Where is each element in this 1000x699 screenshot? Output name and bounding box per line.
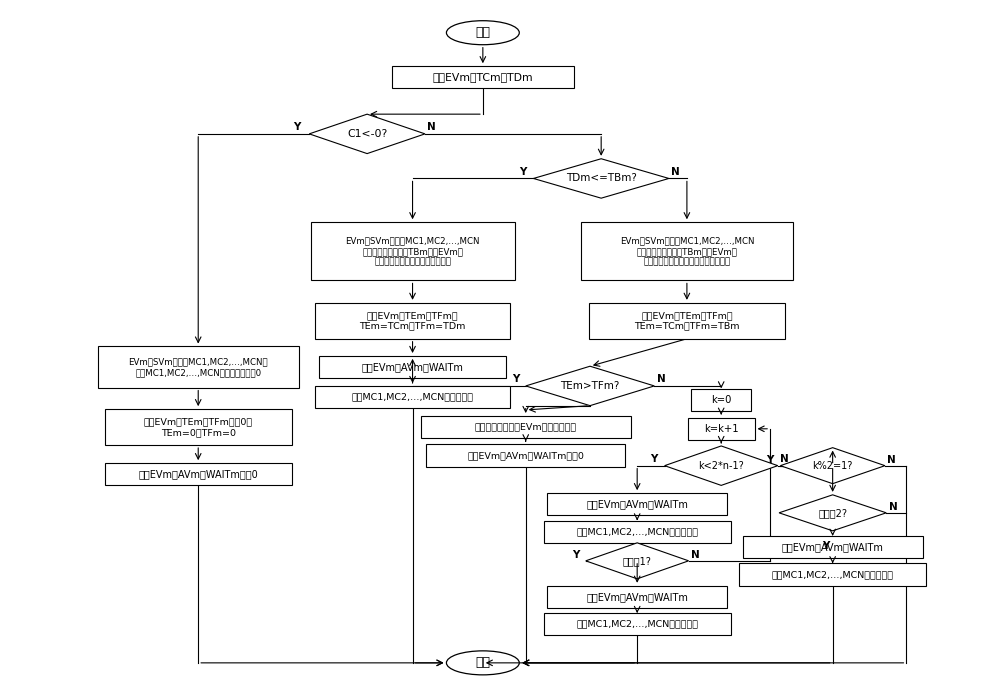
FancyBboxPatch shape xyxy=(392,66,574,89)
Text: 计算EVm的AVm和WAITm: 计算EVm的AVm和WAITm xyxy=(362,362,463,372)
Text: 计算EVm的TEm和TFm：
TEm=TCm；TFm=TBm: 计算EVm的TEm和TFm： TEm=TCm；TFm=TBm xyxy=(634,311,740,331)
Text: 计算EVm的AVm和WAITm: 计算EVm的AVm和WAITm xyxy=(782,542,884,552)
Text: N: N xyxy=(691,550,700,560)
FancyBboxPatch shape xyxy=(581,222,793,280)
FancyBboxPatch shape xyxy=(544,521,731,543)
Text: 设置EVm的AVm和WAITm均为0: 设置EVm的AVm和WAITm均为0 xyxy=(467,451,584,460)
Polygon shape xyxy=(309,114,425,154)
FancyBboxPatch shape xyxy=(105,409,292,445)
Polygon shape xyxy=(586,543,689,579)
Text: 设置EVm的TEm和TFm均为0：
TEm=0；TFm=0: 设置EVm的TEm和TFm均为0： TEm=0；TFm=0 xyxy=(144,417,253,437)
Text: Y: Y xyxy=(766,454,774,465)
Polygon shape xyxy=(780,447,885,484)
Text: Y: Y xyxy=(512,374,519,384)
FancyBboxPatch shape xyxy=(315,386,510,408)
FancyBboxPatch shape xyxy=(105,463,292,485)
Text: 更新MC1,MC2,…,MCN的工作状态: 更新MC1,MC2,…,MCN的工作状态 xyxy=(352,393,474,402)
FancyBboxPatch shape xyxy=(426,445,625,466)
Text: N: N xyxy=(657,374,666,384)
FancyBboxPatch shape xyxy=(311,222,515,280)
FancyBboxPatch shape xyxy=(547,493,727,515)
FancyBboxPatch shape xyxy=(743,536,923,559)
Text: TEm>TFm?: TEm>TFm? xyxy=(560,381,620,391)
Text: k=k+1: k=k+1 xyxy=(704,424,739,434)
Text: 计算EVm的AVm和WAITm: 计算EVm的AVm和WAITm xyxy=(586,499,688,510)
Text: k<2*n-1?: k<2*n-1? xyxy=(698,461,744,470)
Text: Y: Y xyxy=(572,550,579,560)
Text: 更新MC1,MC2,…,MCN的工作状态: 更新MC1,MC2,…,MCN的工作状态 xyxy=(576,620,698,629)
Text: 设置EVm的AVm和WAITm均为0: 设置EVm的AVm和WAITm均为0 xyxy=(138,469,258,480)
Text: 开始: 开始 xyxy=(475,26,490,39)
Text: Y: Y xyxy=(651,454,658,464)
Text: 满足式2?: 满足式2? xyxy=(818,508,847,518)
Text: C1<-0?: C1<-0? xyxy=(347,129,387,139)
Text: 计算EVm的TEm和TFm：
TEm=TCm；TFm=TDm: 计算EVm的TEm和TFm： TEm=TCm；TFm=TDm xyxy=(359,311,466,331)
FancyBboxPatch shape xyxy=(315,303,510,339)
Text: EVm的SVm不能被MC1,MC2,…,MCN
满足，充电服务站在TBm前为EVm提
供移动充电器总空闲容量的充电量: EVm的SVm不能被MC1,MC2,…,MCN 满足，充电服务站在TBm前为EV… xyxy=(345,236,480,266)
Text: N: N xyxy=(889,502,897,512)
Text: k=0: k=0 xyxy=(711,395,731,405)
Text: 充电服务站无法为EVm提供充电服务: 充电服务站无法为EVm提供充电服务 xyxy=(475,423,577,431)
FancyBboxPatch shape xyxy=(589,303,785,339)
Text: 更新MC1,MC2,…,MCN的工作状态: 更新MC1,MC2,…,MCN的工作状态 xyxy=(576,527,698,536)
Text: 计算EVm的AVm和WAITm: 计算EVm的AVm和WAITm xyxy=(586,592,688,602)
Text: EVm的SVm不能被MC1,MC2,…,MCN
满足，充电服务站在TBm前为EVm提
供移动充电器总空闲容量的部分充电量: EVm的SVm不能被MC1,MC2,…,MCN 满足，充电服务站在TBm前为EV… xyxy=(620,236,754,266)
Text: 结束: 结束 xyxy=(475,656,490,670)
FancyBboxPatch shape xyxy=(421,416,631,438)
FancyBboxPatch shape xyxy=(688,418,755,440)
FancyBboxPatch shape xyxy=(691,389,751,411)
FancyBboxPatch shape xyxy=(319,356,506,378)
Text: Y: Y xyxy=(294,122,301,132)
Text: N: N xyxy=(887,454,896,465)
Text: Y: Y xyxy=(519,166,527,177)
Text: Y: Y xyxy=(822,542,829,552)
FancyBboxPatch shape xyxy=(98,347,299,388)
FancyBboxPatch shape xyxy=(544,613,731,635)
FancyBboxPatch shape xyxy=(547,586,727,608)
Text: k%2=1?: k%2=1? xyxy=(812,461,853,470)
Polygon shape xyxy=(665,446,778,485)
Polygon shape xyxy=(526,366,654,405)
Text: 更新MC1,MC2,…,MCN的工作状态: 更新MC1,MC2,…,MCN的工作状态 xyxy=(772,570,894,579)
Text: 满足式1?: 满足式1? xyxy=(623,556,652,565)
Polygon shape xyxy=(779,495,886,531)
FancyBboxPatch shape xyxy=(739,563,926,586)
Text: N: N xyxy=(427,122,436,132)
Ellipse shape xyxy=(446,651,519,675)
Ellipse shape xyxy=(446,21,519,45)
Text: N: N xyxy=(671,166,680,177)
Text: TDm<=TBm?: TDm<=TBm? xyxy=(566,173,637,183)
Text: N: N xyxy=(780,454,789,464)
Text: EVm的SVm不能被MC1,MC2,…,MCN满
足，MC1,MC2,…,MCN的空闲容量均为0: EVm的SVm不能被MC1,MC2,…,MCN满 足，MC1,MC2,…,MCN… xyxy=(128,357,268,377)
Polygon shape xyxy=(533,159,669,199)
Text: 计算EVm的TCm和TDm: 计算EVm的TCm和TDm xyxy=(433,72,533,82)
